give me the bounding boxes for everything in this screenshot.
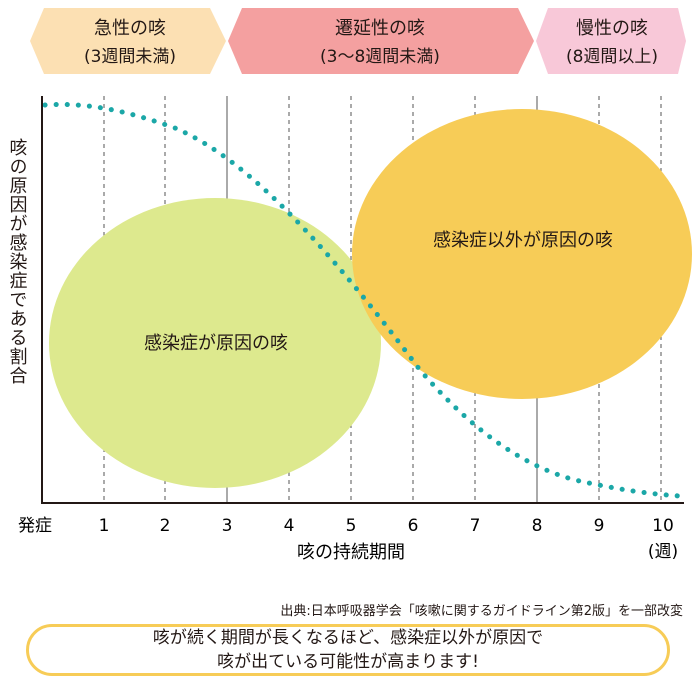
x-tick-onset: 発症 [18,516,52,536]
x-tick-5: 5 [346,516,357,536]
infection-cause-oval [49,198,381,488]
source-citation: 出典:日本呼吸器学会「咳嗽に関するガイドライン第2版」を一部改変 [280,604,683,619]
x-axis-unit: (週) [648,542,678,562]
infection-cause-label: 感染症が原因の咳 [144,333,288,354]
x-tick-6: 6 [408,516,419,536]
acute-phase-title: 急性の咳 [94,18,166,39]
acute-phase-banner [30,8,226,74]
prolonged-phase-range: (3〜8週間未満) [320,47,440,67]
x-axis-label: 咳の持続期間 [297,542,405,563]
x-tick-1: 1 [99,516,110,536]
acute-phase-range: (3週間未満) [84,47,176,67]
prolonged-phase-banner [228,8,534,74]
non-infection-cause-oval [352,109,692,399]
x-tick-7: 7 [470,516,481,536]
x-tick-3: 3 [222,516,233,536]
chronic-phase-banner [536,8,686,74]
summary-line-1: 咳が続く期間が長くなるほど、感染症以外が原因で [152,628,544,648]
cough-duration-diagram: 急性の咳 (3週間未満) 遷延性の咳 (3〜8週間未満) 慢性の咳 (8週間以上… [7,8,692,563]
x-tick-8: 8 [532,516,543,536]
prolonged-phase-title: 遷延性の咳 [335,18,425,39]
y-axis-label: 咳の原因が感染症である割合 [7,138,28,385]
x-tick-10: 10 [652,516,674,536]
summary-box: 咳が続く期間が長くなるほど、感染症以外が原因で 咳が出ている可能性が高まります! [26,624,670,676]
x-tick-4: 4 [284,516,295,536]
chronic-phase-title: 慢性の咳 [576,18,648,39]
x-tick-2: 2 [160,516,171,536]
chronic-phase-range: (8週間以上) [566,47,658,67]
infection-ratio-curve [42,102,683,499]
x-tick-9: 9 [594,516,605,536]
non-infection-cause-label: 感染症以外が原因の咳 [433,230,613,251]
summary-line-2: 咳が出ている可能性が高まります! [217,652,479,672]
